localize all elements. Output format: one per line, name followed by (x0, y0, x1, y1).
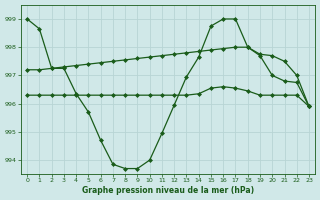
X-axis label: Graphe pression niveau de la mer (hPa): Graphe pression niveau de la mer (hPa) (82, 186, 254, 195)
